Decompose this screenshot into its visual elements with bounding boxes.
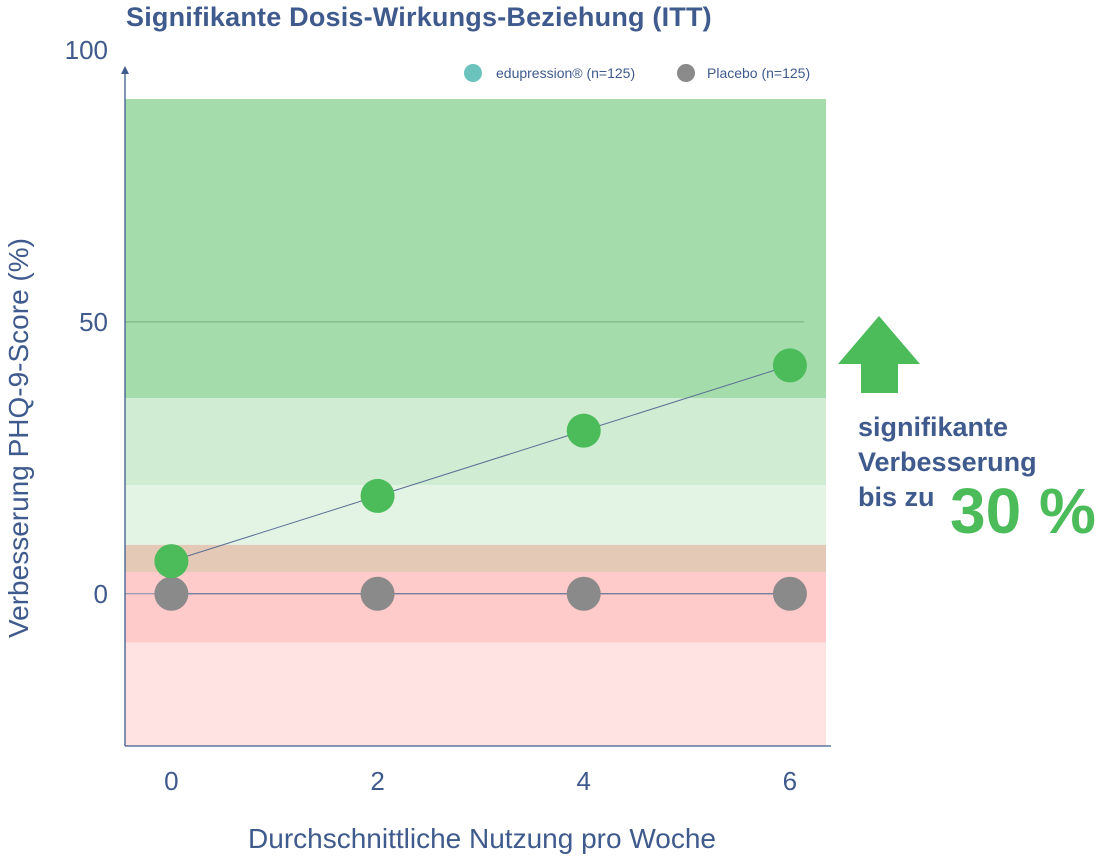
band-3 xyxy=(125,544,826,573)
point-series-1-0 xyxy=(154,576,189,611)
up-arrow-icon xyxy=(838,316,920,393)
trend-lines xyxy=(171,364,791,595)
legend: edupression® (n=125) Placebo (n=125) xyxy=(464,64,810,82)
legend-marker-1 xyxy=(677,64,695,82)
y-tick-label: 100 xyxy=(65,35,108,65)
callout-line-3: bis zu xyxy=(858,482,935,512)
band-5 xyxy=(125,642,826,746)
y-tick-label: 50 xyxy=(79,307,108,337)
band-0 xyxy=(125,99,826,399)
callout-line-1: signifikante xyxy=(858,412,1009,442)
point-series-0-0 xyxy=(154,544,189,579)
y-tick-labels: 0 50 100 xyxy=(65,35,108,609)
background-bands xyxy=(125,99,826,746)
x-tick-label: 0 xyxy=(164,766,178,796)
data-points xyxy=(154,348,807,611)
point-series-1-1 xyxy=(360,576,395,611)
chart-title: Signifikante Dosis-Wirkungs-Beziehung (I… xyxy=(126,2,712,32)
x-tick-label: 6 xyxy=(783,766,797,796)
point-series-1-2 xyxy=(566,576,601,611)
y-axis-label: Verbesserung PHQ-9-Score (%) xyxy=(3,238,34,638)
y-axis-arrow-icon xyxy=(121,66,129,74)
x-tick-label: 2 xyxy=(370,766,384,796)
legend-marker-0 xyxy=(464,64,482,82)
point-series-0-3 xyxy=(772,348,807,383)
point-series-1-3 xyxy=(772,576,807,611)
legend-label-0: edupression® (n=125) xyxy=(496,65,635,81)
legend-label-1: Placebo (n=125) xyxy=(707,65,810,81)
x-axis-label: Durchschnittliche Nutzung pro Woche xyxy=(248,823,716,854)
y-tick-label: 0 xyxy=(94,579,108,609)
x-tick-label: 4 xyxy=(577,766,591,796)
callout-value: 30 % xyxy=(950,475,1096,547)
callout-line-2: Verbesserung xyxy=(858,447,1037,477)
point-series-0-2 xyxy=(566,413,601,448)
callout: signifikante Verbesserung bis zu 30 % xyxy=(858,410,1110,546)
series-line-0 xyxy=(171,364,791,562)
x-tick-labels: 0 2 4 6 xyxy=(164,766,797,796)
band-4 xyxy=(125,572,826,643)
band-2 xyxy=(125,485,826,545)
axes xyxy=(121,66,831,747)
band-1 xyxy=(125,398,826,486)
point-series-0-1 xyxy=(360,478,395,513)
